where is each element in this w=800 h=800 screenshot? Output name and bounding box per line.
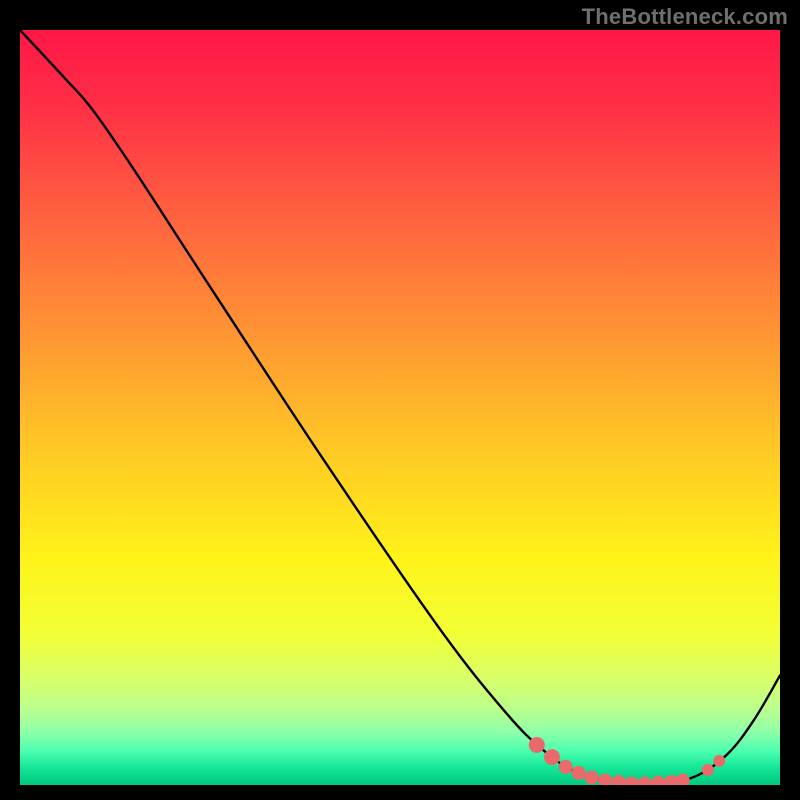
gradient-background xyxy=(20,30,780,785)
curve-marker xyxy=(545,750,560,765)
curve-marker xyxy=(625,777,638,785)
curve-marker xyxy=(676,774,689,785)
curve-marker xyxy=(638,777,651,785)
curve-marker xyxy=(559,760,572,773)
curve-marker xyxy=(652,776,665,785)
curve-marker xyxy=(702,764,713,775)
curve-marker xyxy=(585,771,598,784)
attribution-text: TheBottleneck.com xyxy=(582,4,788,30)
curve-marker xyxy=(529,737,544,752)
curve-marker xyxy=(599,774,612,785)
bottleneck-curve-chart xyxy=(20,30,780,785)
plot-area xyxy=(20,30,780,785)
chart-frame: TheBottleneck.com xyxy=(0,0,800,800)
curve-marker xyxy=(612,775,625,785)
curve-marker xyxy=(714,755,725,766)
curve-marker xyxy=(572,766,585,779)
